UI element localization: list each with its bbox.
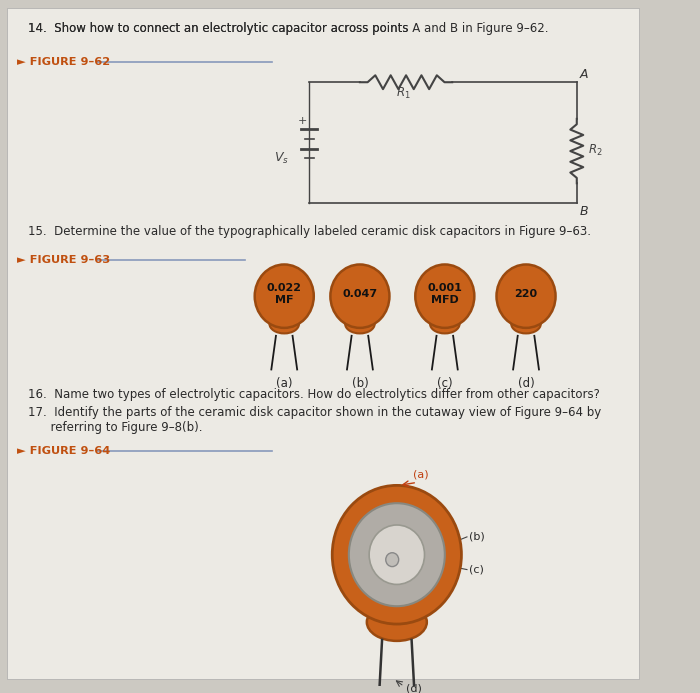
Ellipse shape — [270, 315, 299, 333]
Text: 17.  Identify the parts of the ceramic disk capacitor shown in the cutaway view : 17. Identify the parts of the ceramic di… — [28, 406, 601, 419]
Circle shape — [332, 485, 461, 624]
Ellipse shape — [430, 315, 460, 333]
Text: ► FIGURE 9–63: ► FIGURE 9–63 — [17, 254, 110, 265]
Text: 0.022
MF: 0.022 MF — [267, 283, 302, 305]
Text: ► FIGURE 9–62: ► FIGURE 9–62 — [17, 58, 110, 67]
Text: $R_1$: $R_1$ — [396, 86, 411, 101]
Text: A: A — [580, 68, 588, 81]
Text: ► FIGURE 9–64: ► FIGURE 9–64 — [17, 446, 110, 456]
Text: (b): (b) — [469, 532, 484, 542]
Circle shape — [330, 265, 389, 328]
Text: 14.  Show how to connect an electrolytic capacitor across points: 14. Show how to connect an electrolytic … — [28, 21, 412, 35]
Text: +: + — [298, 116, 307, 126]
Circle shape — [496, 265, 556, 328]
Text: (d): (d) — [406, 683, 422, 693]
Ellipse shape — [511, 315, 541, 333]
Text: (c): (c) — [437, 378, 453, 390]
Text: 15.  Determine the value of the typographically labeled ceramic disk capacitors : 15. Determine the value of the typograph… — [28, 225, 591, 238]
Circle shape — [415, 265, 475, 328]
Text: 0.047: 0.047 — [342, 289, 377, 299]
FancyBboxPatch shape — [8, 8, 638, 678]
Text: (c): (c) — [469, 565, 484, 574]
Text: 0.001
MFD: 0.001 MFD — [428, 283, 462, 305]
Text: 220: 220 — [514, 289, 538, 299]
Text: (d): (d) — [518, 378, 534, 390]
Ellipse shape — [345, 315, 375, 333]
Text: $V_s$: $V_s$ — [274, 151, 289, 166]
Text: B: B — [580, 205, 588, 218]
Text: (a): (a) — [414, 469, 429, 480]
Circle shape — [369, 525, 424, 584]
Text: (b): (b) — [351, 378, 368, 390]
Circle shape — [386, 553, 399, 567]
Text: $R_2$: $R_2$ — [588, 143, 603, 158]
Text: 14.  Show how to connect an electrolytic capacitor across points A and B in Figu: 14. Show how to connect an electrolytic … — [28, 21, 548, 35]
Text: 16.  Name two types of electrolytic capacitors. How do electrolytics differ from: 16. Name two types of electrolytic capac… — [28, 388, 600, 401]
Text: (a): (a) — [276, 378, 293, 390]
Circle shape — [349, 503, 444, 606]
Ellipse shape — [367, 603, 427, 641]
Text: referring to Figure 9–8(b).: referring to Figure 9–8(b). — [28, 421, 202, 434]
Circle shape — [255, 265, 314, 328]
